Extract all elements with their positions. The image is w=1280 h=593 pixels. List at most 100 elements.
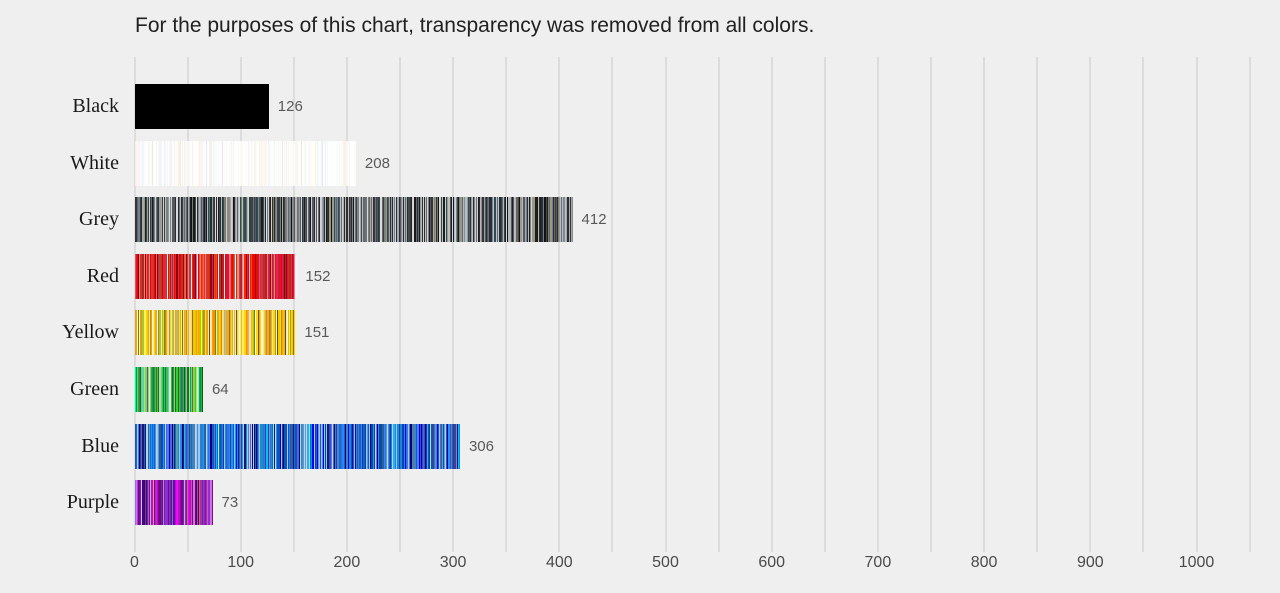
bar-white[interactable]	[135, 140, 356, 186]
bar-stripe	[140, 140, 142, 186]
bar-stripe	[161, 140, 163, 186]
bar-stripe	[188, 197, 190, 243]
bar-stripe	[267, 197, 269, 243]
bar-stripe	[339, 423, 341, 469]
bar-stripe	[189, 310, 191, 356]
bar-stripe	[246, 84, 248, 129]
bar-stripe	[216, 253, 218, 299]
bar-stripe	[397, 423, 399, 469]
bar-stripe	[174, 310, 176, 356]
bar-stripe	[266, 197, 268, 243]
bar-stripe	[343, 423, 345, 469]
bar-purple[interactable]	[135, 480, 213, 526]
bar-stripe	[140, 367, 142, 412]
bar-stripe	[299, 423, 301, 469]
bar-stripe	[162, 253, 164, 299]
bar-stripe	[264, 423, 266, 469]
bar-stripe	[161, 310, 163, 356]
bar-stripe	[148, 253, 150, 299]
bar-stripe	[214, 310, 216, 356]
bar-stripe	[195, 367, 197, 412]
bar-stripe	[209, 197, 211, 243]
bar-stripe	[239, 310, 241, 356]
bar-stripe	[418, 197, 420, 243]
bar-stripe	[454, 423, 456, 469]
bar-stripe	[436, 197, 438, 243]
bar-stripe	[263, 423, 265, 469]
bar-stripe	[197, 480, 199, 526]
bar-stripe	[142, 480, 144, 526]
bar-red[interactable]	[135, 253, 297, 299]
bar-stripe	[286, 197, 288, 243]
bar-stripe	[207, 140, 209, 186]
bar-stripe	[332, 197, 334, 243]
bar-stripe	[180, 423, 182, 469]
bar-grey[interactable]	[135, 197, 573, 243]
bar-black[interactable]	[135, 84, 269, 129]
bar-stripe	[167, 253, 169, 299]
bar-stripe	[246, 423, 248, 469]
bar-stripe	[150, 197, 152, 243]
bar-stripe	[245, 197, 247, 243]
bar-stripe	[326, 197, 328, 243]
bar-stripe	[496, 197, 498, 243]
bar-stripe	[189, 423, 191, 469]
bar-stripe	[320, 423, 322, 469]
bar-yellow[interactable]	[135, 310, 296, 356]
bar-stripe	[139, 84, 141, 129]
bar-stripe	[146, 84, 148, 129]
bar-stripe	[137, 367, 139, 412]
bar-stripe	[271, 253, 273, 299]
bar-stripe	[211, 423, 213, 469]
bar-stripe	[298, 140, 300, 186]
value-label: 208	[364, 154, 390, 172]
bar-stripe	[140, 310, 142, 356]
bar-stripe	[197, 197, 199, 243]
bar-stripe	[145, 480, 147, 526]
bar-stripe	[375, 423, 377, 469]
bar-stripe	[227, 423, 229, 469]
bar-stripe	[376, 423, 378, 469]
bar-stripe	[165, 84, 167, 129]
bar-stripe	[184, 84, 186, 129]
bar-blue[interactable]	[135, 423, 461, 469]
bar-stripe	[212, 253, 214, 299]
bar-stripe	[483, 197, 485, 243]
bar-stripe	[200, 140, 202, 186]
bar-stripe	[205, 310, 207, 356]
bar-stripe	[446, 197, 448, 243]
bar-stripe	[547, 197, 549, 243]
bar-stripe	[226, 423, 228, 469]
bar-stripe	[267, 253, 269, 299]
bar-stripe	[161, 480, 163, 526]
bar-stripe	[391, 423, 393, 469]
bar-green[interactable]	[135, 367, 203, 412]
bar-stripe	[286, 140, 288, 186]
bar-stripe	[212, 140, 214, 186]
gridline	[345, 57, 348, 552]
bar-stripe	[142, 423, 144, 469]
bar-stripe	[156, 84, 158, 129]
bar-stripe	[217, 253, 219, 299]
bar-stripe	[201, 367, 203, 412]
bar-stripe	[436, 423, 438, 469]
bar-stripe	[339, 197, 341, 243]
bar-stripe	[201, 197, 203, 243]
bar-stripe	[193, 253, 195, 299]
bar-stripe	[155, 480, 157, 526]
bar-stripe	[217, 140, 219, 186]
bar-stripe	[247, 140, 249, 186]
bar-stripe	[449, 197, 451, 243]
bar-stripe	[144, 197, 146, 243]
bar-stripe	[303, 140, 305, 186]
bar-stripe	[237, 310, 239, 356]
bar-stripe	[137, 310, 139, 356]
bar-stripe	[162, 367, 164, 412]
bar-stripe	[208, 197, 210, 243]
bar-row-black: Black 126	[0, 84, 1280, 129]
gridline	[1195, 57, 1198, 552]
bar-stripe	[363, 197, 365, 243]
bar-stripe	[275, 140, 277, 186]
bar-stripe	[249, 84, 251, 129]
bar-stripe	[189, 480, 191, 526]
